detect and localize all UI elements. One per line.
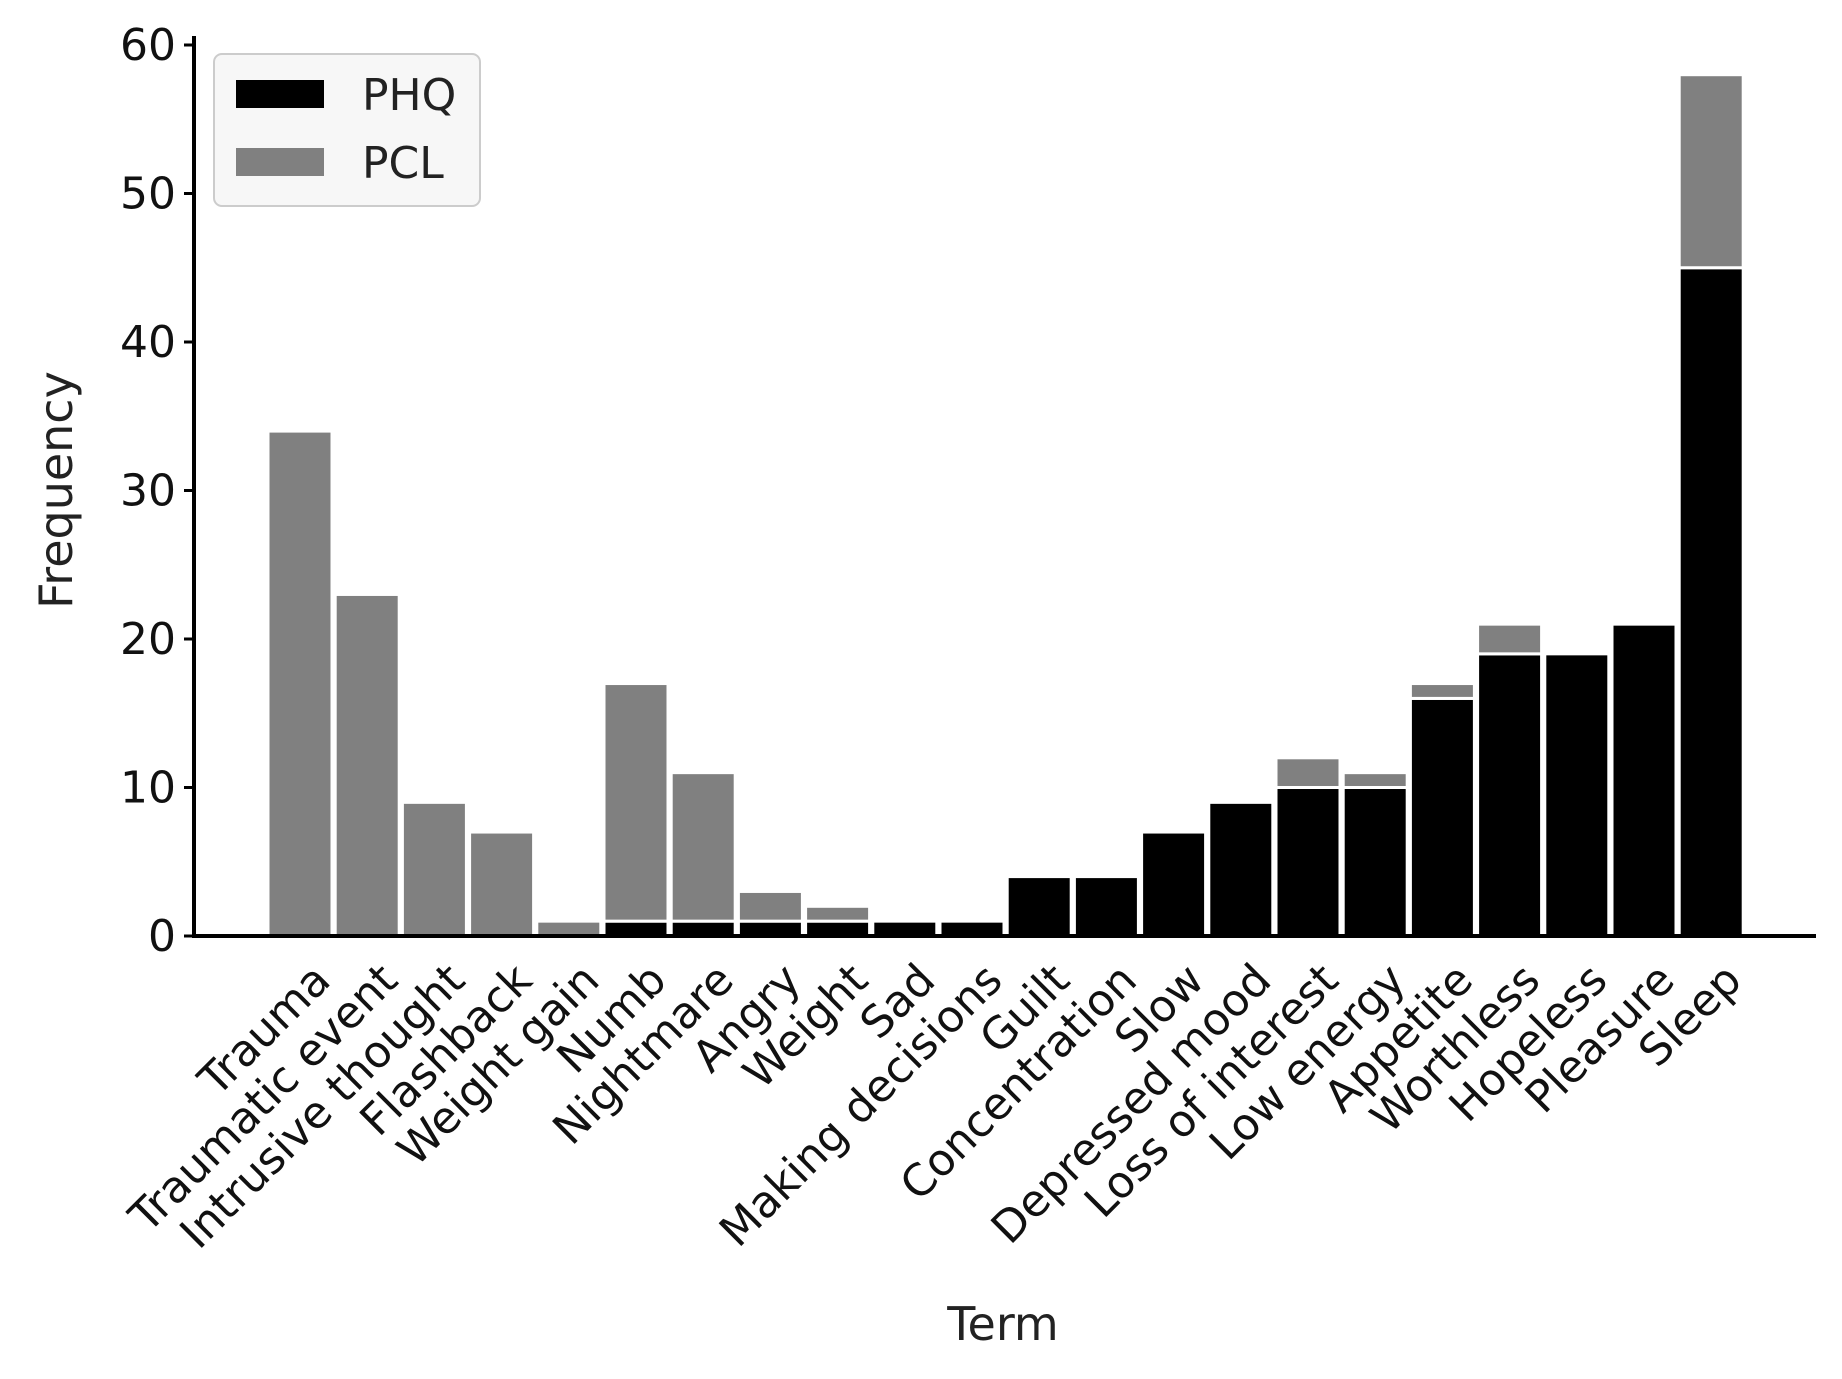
x-axis-title: Term [946, 1297, 1059, 1351]
y-tick-label: 30 [120, 466, 176, 517]
y-tick-label: 0 [148, 911, 176, 962]
bar-pcl [535, 919, 603, 938]
bar-phq [1005, 875, 1073, 938]
legend-swatch-phq [236, 80, 324, 108]
bar-pcl [736, 889, 804, 923]
y-tick-label: 20 [120, 614, 176, 665]
bar-phq [736, 919, 804, 938]
bar-phq [1677, 266, 1745, 938]
bar-phq [1543, 652, 1611, 938]
y-tick-label: 50 [120, 169, 176, 220]
bar-phq [669, 919, 737, 938]
bar-pcl [669, 771, 737, 923]
bar-phq [1072, 875, 1140, 938]
bar-phq [1476, 652, 1544, 938]
bar-pcl [468, 830, 536, 938]
y-tick-label: 40 [120, 317, 176, 368]
legend-label-pcl: PCL [362, 138, 444, 189]
bar-phq [1610, 622, 1678, 938]
bar-pcl [1274, 756, 1342, 789]
bar-phq [938, 919, 1006, 938]
bar-phq [1207, 800, 1275, 938]
bar-pcl [400, 800, 468, 938]
bar-phq [602, 919, 670, 938]
legend-swatch-pcl [236, 148, 324, 176]
bar-phq [1140, 830, 1208, 938]
bar-pcl [1341, 771, 1409, 790]
bar-pcl [1476, 622, 1544, 656]
bar-pcl [266, 429, 334, 938]
bar-pcl [602, 682, 670, 923]
bar-phq [804, 919, 872, 938]
bar-phq [1274, 786, 1342, 938]
legend-label-phq: PHQ [362, 70, 456, 121]
y-tick-label: 60 [120, 20, 176, 71]
bar-pcl [1677, 73, 1745, 270]
bars-group [266, 73, 1745, 938]
y-axis-title: Frequency [29, 371, 83, 609]
bar-pcl [1408, 682, 1476, 700]
legend: PHQ PCL [213, 53, 481, 207]
bar-pcl [804, 904, 872, 923]
bar-pcl [333, 592, 401, 938]
y-tick-label: 10 [120, 763, 176, 814]
bar-phq [1341, 786, 1409, 938]
bar-phq [1408, 696, 1476, 938]
y-ticks-group: 0 10 20 30 40 50 60 [120, 20, 194, 962]
bar-phq [871, 919, 939, 938]
